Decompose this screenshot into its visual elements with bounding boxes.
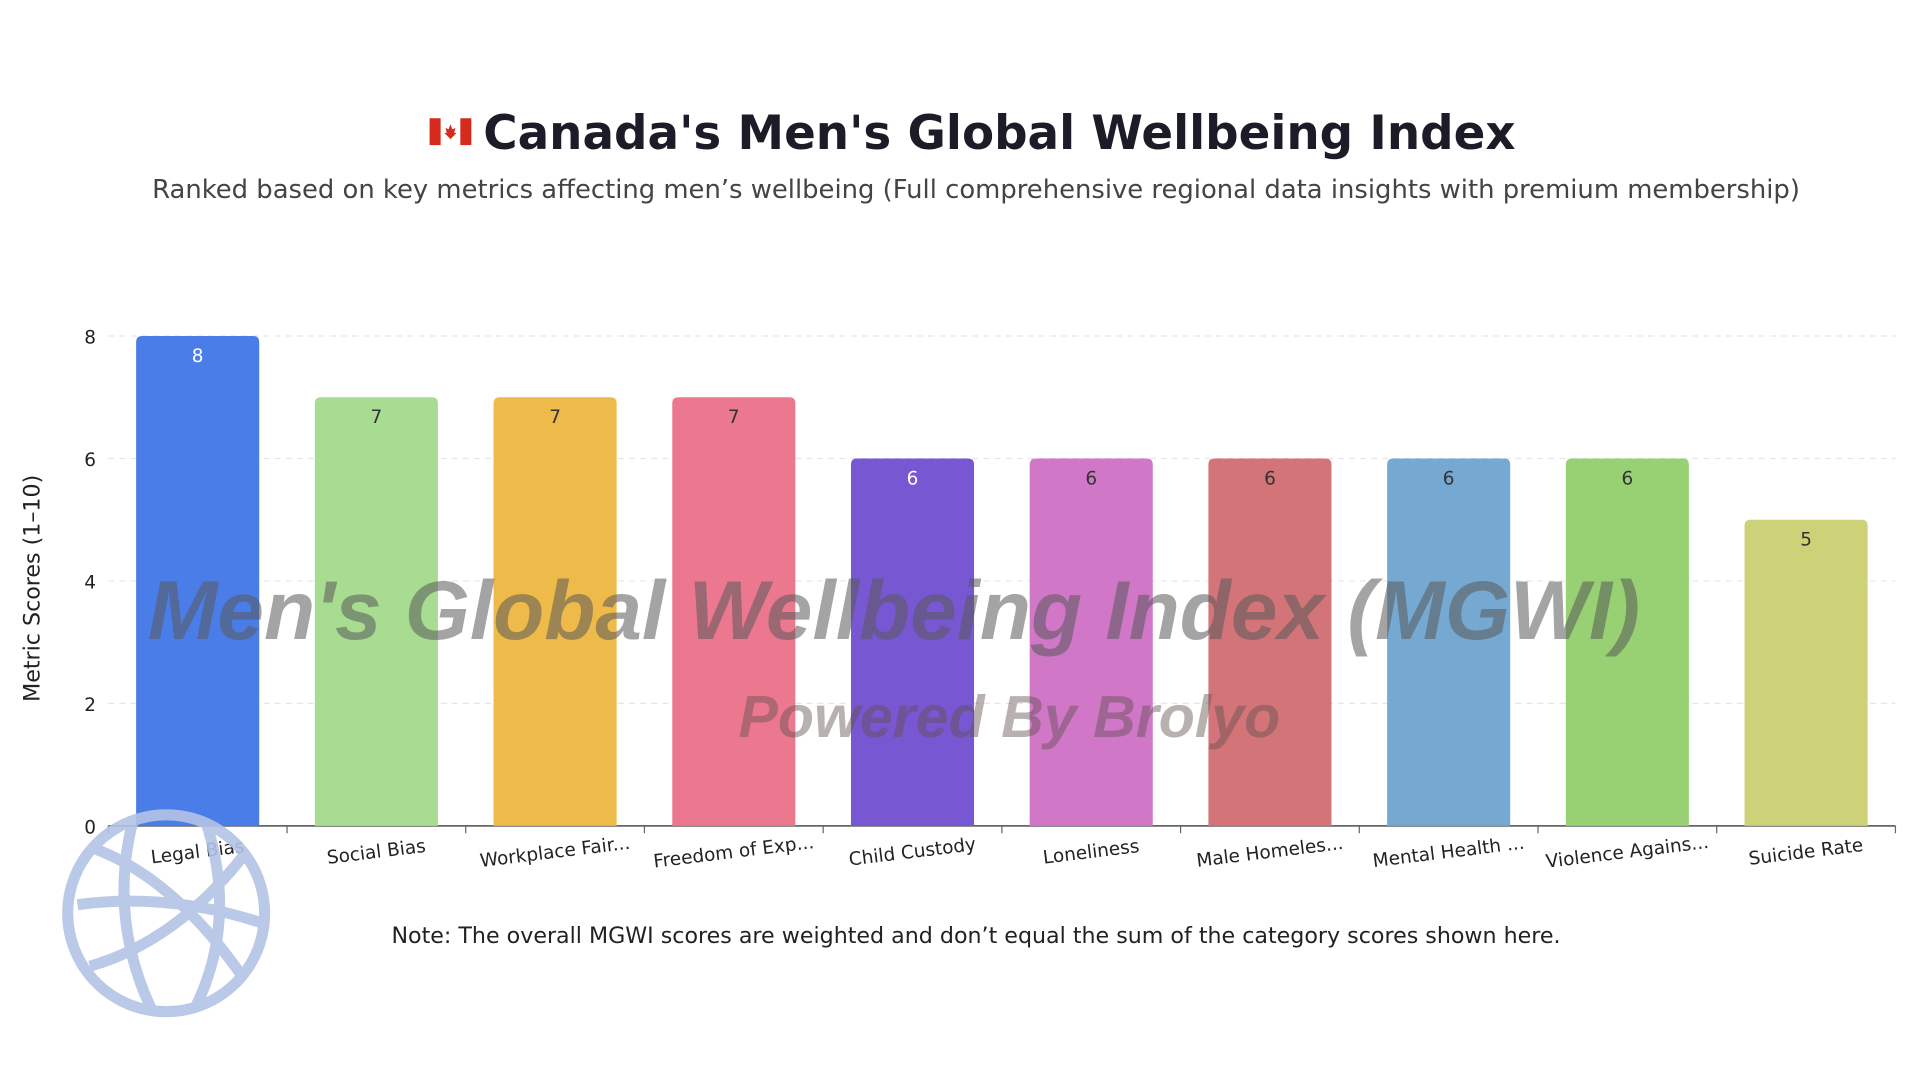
bar xyxy=(850,458,975,826)
canada-flag-icon xyxy=(429,117,471,145)
bar xyxy=(493,397,617,826)
x-tick-label: Social Bias xyxy=(326,836,427,869)
bar xyxy=(1565,458,1689,826)
x-tick-label: Child Custody xyxy=(848,834,977,870)
bar-value-label: 5 xyxy=(1800,530,1812,551)
y-tick-label: 6 xyxy=(84,450,96,471)
y-tick-label: 2 xyxy=(84,695,96,716)
chart-title: Canada's Men's Global Wellbeing Index xyxy=(0,106,1920,160)
y-tick-label: 8 xyxy=(84,327,96,348)
watermark-main: Men's Global Wellbeing Index (MGWI) xyxy=(147,563,1641,658)
bar xyxy=(1208,458,1332,826)
bar-value-label: 8 xyxy=(192,346,204,367)
title-text: Canada's Men's Global Wellbeing Index xyxy=(483,105,1516,161)
bar-value-label: 6 xyxy=(1264,468,1276,489)
x-tick-label: Freedom of Exp... xyxy=(652,832,815,873)
bar xyxy=(672,397,796,826)
y-tick-label: 0 xyxy=(84,817,96,838)
x-tick-label: Loneliness xyxy=(1042,836,1141,869)
y-tick-label: 4 xyxy=(84,572,96,593)
chart-subtitle: Ranked based on key metrics affecting me… xyxy=(152,174,1800,205)
x-tick-label: Suicide Rate xyxy=(1748,835,1865,870)
bar-value-label: 7 xyxy=(371,407,383,428)
bar-value-label: 7 xyxy=(549,407,561,428)
bar-value-label: 6 xyxy=(907,468,919,489)
x-tick-label: Violence Agains... xyxy=(1545,832,1710,873)
x-tick-label: Male Homeles... xyxy=(1195,833,1344,872)
y-axis-label: Metric Scores (1–10) xyxy=(19,475,45,702)
bar-value-label: 6 xyxy=(1621,468,1633,489)
bar-value-label: 6 xyxy=(1085,468,1097,489)
watermark-sub: Powered By Brolyo xyxy=(738,685,1281,751)
bar xyxy=(136,336,260,826)
chart-note: Note: The overall MGWI scores are weight… xyxy=(391,923,1561,949)
bar xyxy=(314,397,438,826)
globe-icon xyxy=(62,809,271,1018)
bar xyxy=(1029,458,1153,826)
x-tick-label: Workplace Fair... xyxy=(479,833,632,872)
x-tick-label: Mental Health ... xyxy=(1372,833,1526,872)
bar xyxy=(1744,519,1868,826)
bar-value-label: 7 xyxy=(728,407,740,428)
bar xyxy=(1387,458,1511,826)
bar-value-label: 6 xyxy=(1443,468,1455,489)
